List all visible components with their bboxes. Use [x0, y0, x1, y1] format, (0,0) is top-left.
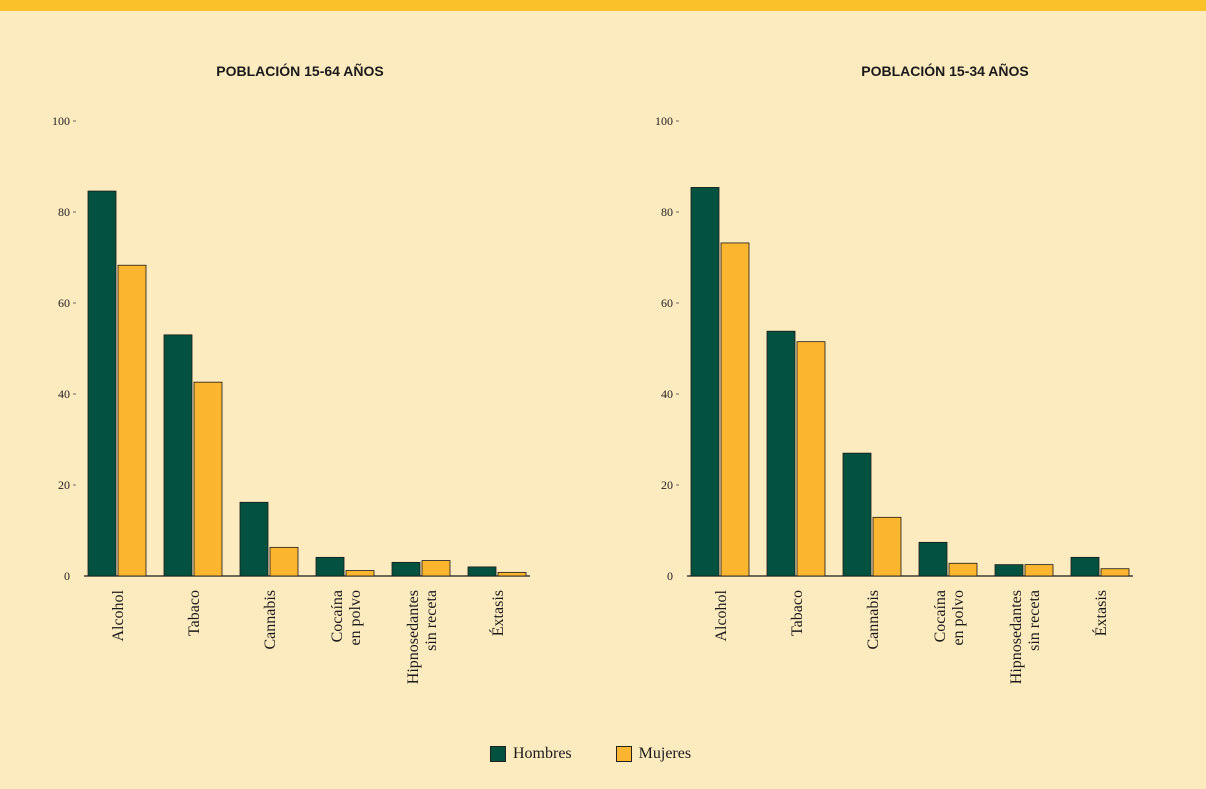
bar-mujeres [720, 242, 750, 577]
bar-mujeres [872, 516, 902, 577]
y-tick-label: 80 [58, 205, 70, 219]
bar-hombres [1070, 556, 1100, 577]
y-tick-label: 80 [661, 205, 673, 219]
chart-title-right: POBLACIÓN 15-34 AÑOS [861, 63, 1029, 79]
bar-mujeres [1100, 568, 1130, 577]
legend-label-mujeres: Mujeres [638, 745, 692, 762]
legend-item-hombres: Hombres [490, 745, 572, 763]
bar-chart-left: 0 20 40 60 80 100 Alcohol Tabaco Cannabis Cocaína… [52, 114, 530, 684]
x-tick-label: en polvo [950, 590, 967, 646]
bar-mujeres [193, 381, 223, 577]
chart-title-left: POBLACIÓN 15-64 AÑOS [216, 63, 384, 79]
x-tick-label: Éxtasis [1091, 590, 1110, 636]
bar-mujeres [497, 571, 527, 577]
x-tick-label: Cannabis [865, 590, 882, 650]
top-accent-bar [0, 0, 1206, 11]
bar-mujeres [421, 560, 451, 577]
legend-swatch-hombres [490, 746, 506, 762]
x-tick-label: Cocaína [329, 590, 346, 642]
x-tick-label: Hipnosedantes [1008, 590, 1025, 684]
y-tick-label: 40 [661, 387, 673, 401]
bar-chart-right: 0 20 40 60 80 100 Alcohol Tabaco Cannabis Cocaína… [655, 114, 1133, 684]
bar-hombres [766, 330, 796, 577]
x-tick-label: Alcohol [713, 589, 730, 641]
y-tick-label: 100 [655, 114, 673, 128]
bar-mujeres [269, 546, 299, 577]
bar-hombres [391, 561, 421, 577]
x-tick-label: Tabaco [789, 590, 806, 636]
x-tick-label: Éxtasis [488, 590, 507, 636]
y-tick-label: 60 [58, 296, 70, 310]
bar-mujeres [345, 570, 375, 577]
bar-hombres [918, 541, 948, 577]
bar-hombres [994, 564, 1024, 577]
legend-item-mujeres: Mujeres [615, 745, 692, 763]
bar-hombres [842, 452, 872, 577]
bar-hombres [87, 190, 117, 577]
bar-hombres [315, 556, 345, 577]
y-tick-label: 100 [52, 114, 70, 128]
bar-mujeres [796, 341, 826, 577]
bar-mujeres [1024, 564, 1054, 577]
x-tick-label: Hipnosedantes [405, 590, 422, 684]
bar-hombres [467, 566, 497, 577]
bar-mujeres [117, 264, 147, 577]
legend-label-hombres: Hombres [513, 745, 572, 762]
legend: Hombres Mujeres [490, 745, 735, 763]
y-tick-label: 20 [661, 478, 673, 492]
x-tick-label: Cannabis [262, 590, 279, 650]
x-tick-label: sin receta [423, 590, 440, 651]
y-tick-label: 0 [64, 569, 70, 583]
y-tick-label: 60 [661, 296, 673, 310]
y-tick-label: 0 [667, 569, 673, 583]
bar-hombres [163, 334, 193, 577]
x-tick-label: Cocaína [932, 590, 949, 642]
legend-swatch-mujeres [615, 746, 632, 762]
x-tick-label: Alcohol [110, 589, 127, 641]
x-tick-label: Tabaco [186, 590, 203, 636]
x-tick-label: sin receta [1026, 590, 1043, 651]
bar-mujeres [948, 562, 978, 577]
bar-hombres [239, 501, 269, 577]
x-tick-label: en polvo [347, 590, 364, 646]
bar-hombres [690, 187, 720, 577]
y-tick-label: 40 [58, 387, 70, 401]
y-tick-label: 20 [58, 478, 70, 492]
